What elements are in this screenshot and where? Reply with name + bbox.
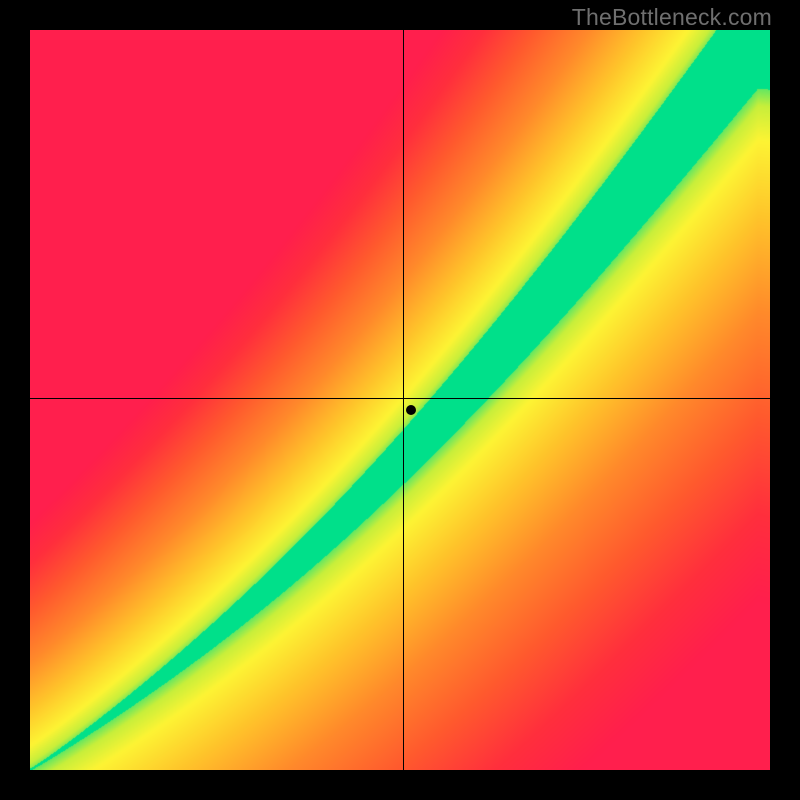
marker-point [406,405,416,415]
plot-area [30,30,770,770]
heatmap-canvas [30,30,770,770]
crosshair-horizontal [30,398,770,399]
crosshair-vertical [403,30,404,770]
watermark-text: TheBottleneck.com [572,4,772,31]
